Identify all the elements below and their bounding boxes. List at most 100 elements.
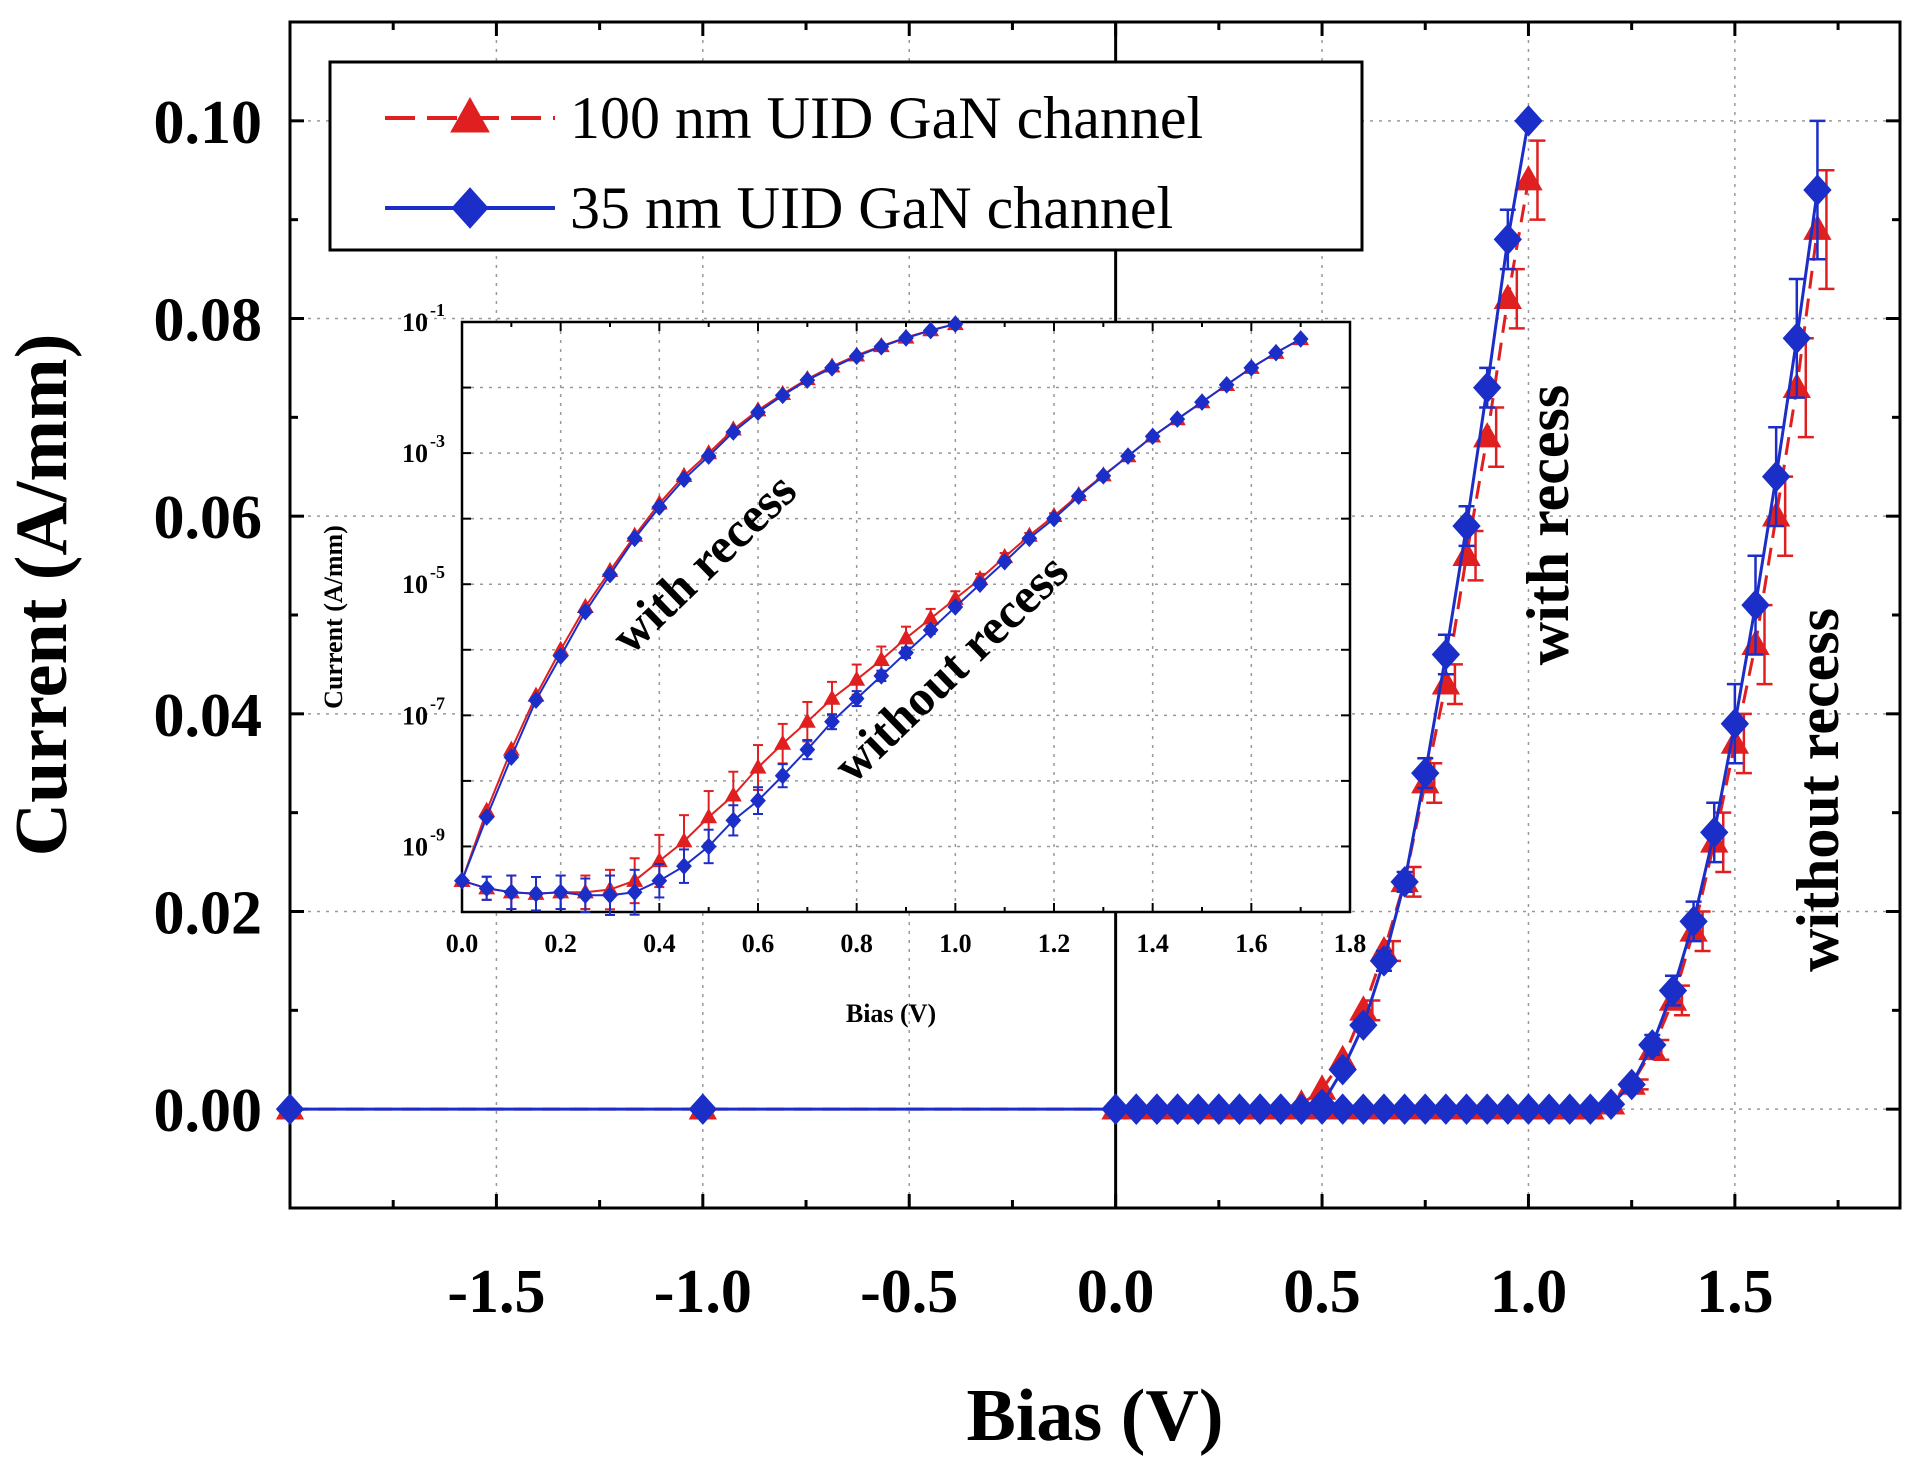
y-tick-label: 10: [402, 439, 428, 468]
inset-series-3: [454, 330, 1309, 916]
data-point: [1204, 1093, 1234, 1125]
data-point: [1473, 371, 1502, 404]
data-point: [1658, 974, 1688, 1007]
x-tick-label: 0.2: [544, 929, 577, 958]
data-point: [872, 650, 890, 667]
data-point: [1473, 1093, 1502, 1125]
x-tick-label: 0.4: [643, 929, 676, 958]
annotation-without-recess: without recess: [1785, 608, 1851, 972]
data-point: [1431, 1093, 1461, 1125]
data-point: [675, 832, 693, 848]
y-tick-label: 10: [402, 308, 428, 337]
data-point: [1555, 1093, 1584, 1125]
data-point: [1328, 1053, 1357, 1086]
data-point: [1122, 1093, 1151, 1125]
data-point: [1184, 1093, 1213, 1125]
y-tick-label: 10: [402, 570, 428, 599]
data-point: [1268, 343, 1284, 362]
main-grid: [290, 22, 1900, 1208]
data-point: [1411, 1093, 1440, 1125]
data-point: [626, 883, 643, 902]
data-point: [1218, 376, 1235, 394]
y-tick-label: 0.08: [154, 287, 263, 355]
data-point: [1225, 1093, 1254, 1125]
data-point: [1349, 1093, 1378, 1125]
data-point: [1328, 1093, 1357, 1125]
y-tick-exponent: -9: [430, 824, 445, 844]
legend-marker: [450, 96, 490, 133]
data-point: [848, 689, 865, 708]
data-point: [1021, 529, 1038, 548]
legend-item: 35 nm UID GaN channel: [385, 175, 1173, 241]
y-axis-label: Current (A/mm): [1, 334, 83, 857]
data-point: [478, 879, 495, 898]
data-point: [824, 359, 840, 377]
data-point: [602, 565, 618, 584]
x-tick-label: 0.0: [446, 929, 479, 958]
data-point: [478, 808, 495, 826]
data-point: [898, 644, 914, 662]
data-point: [972, 575, 988, 593]
main-ticks: [288, 22, 1900, 1208]
data-point: [1101, 1093, 1130, 1125]
x-tick-label: 0.5: [1283, 1258, 1361, 1326]
x-tick-label: 1.4: [1136, 929, 1169, 958]
inset-x-axis-label: Bias (V): [846, 999, 936, 1028]
data-point: [1120, 447, 1136, 465]
data-point: [1292, 330, 1309, 348]
data-point: [1431, 638, 1461, 671]
main-plot: -1.5 -1.0 -0.5 0.0 0.5 1.0 1.5 0.00 0.02 0.04 0.06…: [1, 20, 1902, 1457]
data-point: [651, 498, 668, 516]
data-point: [700, 447, 717, 465]
x-axis-label: Bias (V): [967, 1375, 1224, 1457]
inset-plot: 0.0 0.2 0.4 0.6 0.8 1.0 1.2 1.4 1.6 1.810-110-310…: [319, 300, 1366, 1028]
data-point: [676, 470, 692, 488]
data-point: [774, 734, 792, 750]
data-point: [1534, 1093, 1564, 1125]
x-tick-label: 1.0: [939, 929, 972, 958]
data-point: [947, 598, 964, 616]
data-point: [799, 740, 816, 759]
data-point: [1679, 905, 1708, 938]
data-point: [700, 837, 717, 856]
y-tick-exponent: -3: [430, 431, 445, 451]
data-point: [774, 386, 791, 405]
legend-marker: [451, 187, 489, 229]
main-series: [275, 105, 1835, 1125]
x-tick-label: 0.8: [840, 929, 873, 958]
data-point: [1741, 589, 1770, 621]
data-point: [1163, 1093, 1192, 1125]
x-tick-label: 0.6: [742, 929, 775, 958]
y-tick-exponent: -1: [430, 300, 445, 320]
data-point: [750, 403, 766, 422]
data-point: [725, 423, 742, 441]
x-tick-label: 1.8: [1334, 929, 1367, 958]
data-point: [1243, 359, 1260, 377]
data-point: [1700, 816, 1729, 849]
data-point: [922, 621, 939, 639]
y-tick-label: 0.06: [154, 484, 263, 552]
data-point: [1514, 1093, 1543, 1125]
legend-item: 100 nm UID GaN channel: [385, 85, 1203, 151]
y-tick-exponent: -7: [430, 693, 445, 713]
data-point: [577, 603, 594, 621]
data-point: [1369, 1093, 1399, 1125]
data-point: [1452, 1093, 1481, 1125]
main-tick-labels: -1.5 -1.0 -0.5 0.0 0.5 1.0 1.5 0.00 0.02 0.04 0.06…: [154, 89, 1774, 1326]
y-tick-label: 0.10: [154, 89, 263, 157]
data-point: [922, 321, 939, 340]
data-point: [1493, 1093, 1522, 1125]
data-point: [552, 883, 569, 902]
x-tick-label: 1.5: [1696, 1258, 1774, 1326]
data-point: [552, 647, 569, 665]
data-point: [602, 886, 618, 905]
data-point: [1514, 105, 1543, 137]
data-point: [823, 689, 841, 705]
x-tick-label: 1.0: [1490, 1258, 1568, 1326]
data-point: [688, 1093, 717, 1125]
data-point: [1095, 467, 1112, 485]
data-point: [749, 758, 767, 774]
data-point: [1761, 460, 1791, 493]
data-point: [528, 884, 544, 903]
data-point: [1514, 165, 1543, 191]
